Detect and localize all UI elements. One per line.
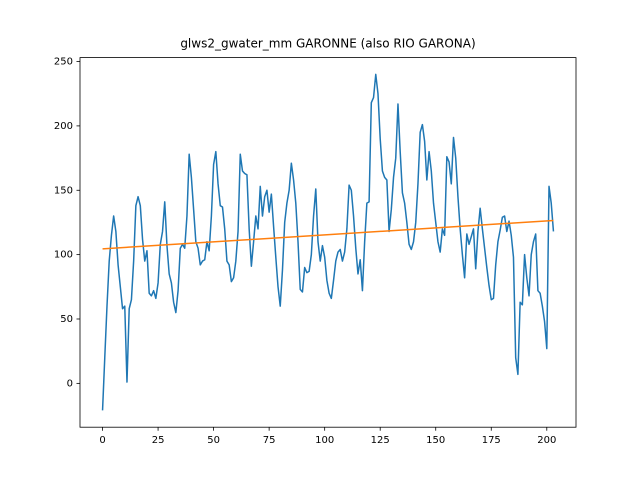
- y-tick-label: 150: [54, 185, 73, 196]
- x-tick-label: 100: [315, 435, 334, 446]
- y-tick-label: 50: [60, 314, 73, 325]
- y-tick-label: 250: [54, 57, 73, 68]
- axes-frame: [79, 57, 577, 428]
- y-tick-label: 200: [54, 121, 73, 132]
- x-tick-label: 75: [263, 435, 276, 446]
- chart-title: glws2_gwater_mm GARONNE (also RIO GARONA…: [180, 37, 475, 51]
- x-tick-label: 150: [426, 435, 445, 446]
- x-tick-label: 50: [207, 435, 220, 446]
- data-line: [102, 219, 554, 250]
- data-line: [101, 73, 555, 411]
- x-tick-label: 0: [99, 435, 105, 446]
- x-tick-label: 175: [482, 435, 501, 446]
- x-tick-label: 25: [152, 435, 165, 446]
- y-tick-label: 0: [67, 378, 73, 389]
- y-tick-label: 100: [54, 250, 73, 261]
- x-tick-label: 125: [371, 435, 390, 446]
- x-tick-label: 200: [537, 435, 556, 446]
